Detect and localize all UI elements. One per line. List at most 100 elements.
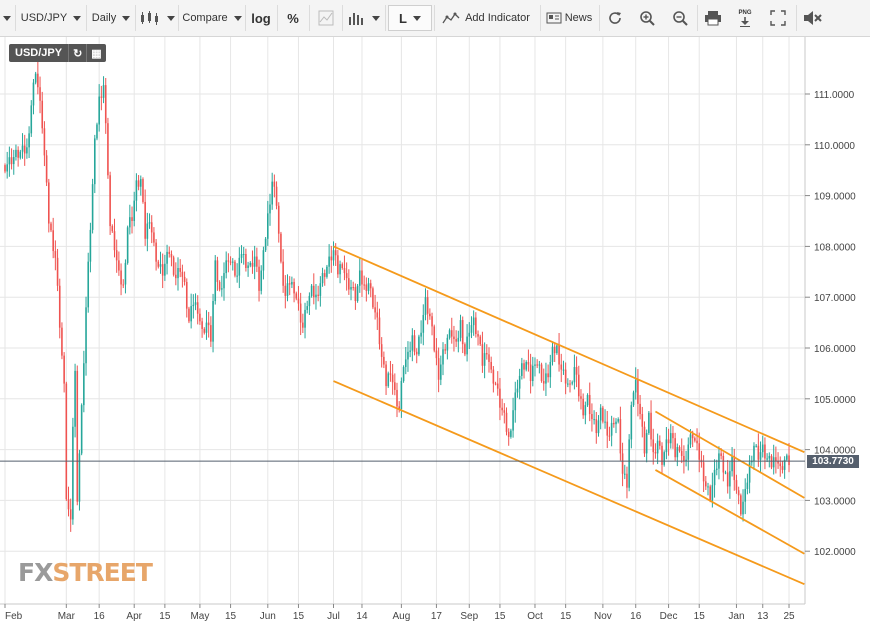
refresh-icon[interactable]: ↻ — [68, 44, 86, 62]
add-indicator-button[interactable]: Add Indicator — [436, 5, 536, 31]
candle-body — [523, 363, 525, 370]
candle-body — [538, 364, 541, 366]
candle-body — [564, 369, 567, 384]
candle-body — [685, 459, 687, 462]
candle-body — [52, 230, 54, 252]
line-chart-icon — [318, 10, 334, 26]
candle-body — [757, 445, 760, 460]
candle-body — [418, 336, 420, 355]
menu-dropdown[interactable] — [0, 5, 14, 31]
chevron-down-icon — [412, 15, 421, 21]
candle-body — [113, 231, 116, 251]
candle-body — [146, 223, 149, 239]
candle-body — [118, 260, 120, 271]
candle-body — [726, 472, 729, 487]
candle-body — [148, 222, 151, 224]
candle-body — [43, 128, 46, 156]
fullscreen-button[interactable] — [765, 5, 791, 31]
candle-body — [637, 379, 639, 404]
candle-body — [420, 332, 422, 337]
candle-body — [304, 309, 306, 328]
zoom-out-button[interactable] — [667, 5, 693, 31]
candle-body — [236, 275, 238, 277]
download-png-button[interactable]: PNG — [732, 5, 758, 31]
candle-body — [334, 250, 337, 256]
percent-scale-button[interactable]: % — [279, 5, 307, 31]
candle-body — [577, 374, 580, 397]
candle-body — [185, 281, 188, 309]
candle-body — [729, 471, 731, 487]
candle-body — [575, 367, 578, 375]
candle-body — [516, 388, 519, 393]
candle-body — [297, 298, 300, 304]
candle-body — [639, 403, 641, 415]
candle-body — [30, 105, 33, 134]
candle-body — [558, 345, 560, 365]
candle-body — [615, 421, 617, 425]
log-scale-button[interactable]: log — [247, 5, 275, 31]
candle-body — [83, 363, 85, 406]
candle-body — [661, 445, 663, 465]
candle-body — [280, 233, 282, 262]
candle-body — [374, 307, 376, 313]
candle-body — [315, 294, 317, 298]
candle-body — [10, 157, 13, 165]
candle-body — [398, 406, 400, 409]
candle-body — [496, 383, 499, 389]
candle-body — [400, 381, 403, 409]
interval-selector[interactable]: Daily — [88, 5, 134, 31]
candle-body — [376, 312, 379, 318]
mute-button[interactable] — [799, 5, 827, 31]
candle-body — [177, 267, 179, 279]
candle-body — [131, 217, 133, 221]
candle-body — [115, 250, 118, 261]
drawing-tool-button[interactable] — [311, 5, 341, 31]
candle-body — [120, 270, 122, 285]
candle-body — [786, 455, 788, 460]
candle-body — [781, 466, 784, 470]
candle-body — [385, 364, 387, 387]
calendar-icon[interactable]: ▦ — [86, 44, 105, 62]
candle-body — [759, 452, 762, 460]
candle-body — [21, 145, 24, 152]
candle-body — [341, 264, 344, 268]
compare-button[interactable]: Compare — [180, 5, 244, 31]
candle-body — [102, 85, 105, 98]
candle-body — [133, 200, 136, 221]
candle-body — [308, 295, 311, 307]
candle-body — [310, 285, 313, 296]
chart-type-selector[interactable] — [137, 5, 177, 31]
news-button[interactable]: News — [542, 5, 596, 31]
candle-body — [437, 358, 440, 380]
x-tick-label: Sep — [460, 611, 478, 622]
print-icon — [705, 11, 721, 26]
refresh-button[interactable] — [602, 5, 628, 31]
x-tick-label: Oct — [527, 611, 543, 622]
volume-selector[interactable] — [344, 5, 384, 31]
candle-body — [76, 370, 79, 502]
candle-body — [466, 336, 468, 355]
candle-body — [129, 217, 131, 228]
candle-body — [28, 133, 30, 148]
symbol-selector[interactable]: USD/JPY — [17, 5, 85, 31]
candle-body — [372, 288, 374, 308]
candle-body — [348, 278, 350, 290]
trend-line — [333, 245, 805, 453]
candle-body — [37, 73, 39, 88]
candle-body — [63, 355, 65, 384]
crosshair-mode-selector[interactable]: L — [388, 5, 432, 31]
candle-body — [413, 335, 416, 352]
candle-body — [56, 257, 59, 286]
price-chart[interactable]: 102.0000 103.0000 104.0000 105.0000 106.0000… — [0, 37, 870, 635]
zoom-in-button[interactable] — [634, 5, 660, 31]
x-tick-label: 15 — [225, 611, 237, 622]
candle-body — [262, 250, 265, 271]
candle-body — [354, 287, 357, 302]
print-button[interactable] — [700, 5, 726, 31]
candle-body — [295, 293, 298, 299]
candle-body — [41, 100, 44, 129]
candle-body — [470, 325, 473, 333]
candle-body — [98, 96, 100, 125]
candle-body — [124, 262, 127, 285]
x-tick-label: 15 — [159, 611, 171, 622]
